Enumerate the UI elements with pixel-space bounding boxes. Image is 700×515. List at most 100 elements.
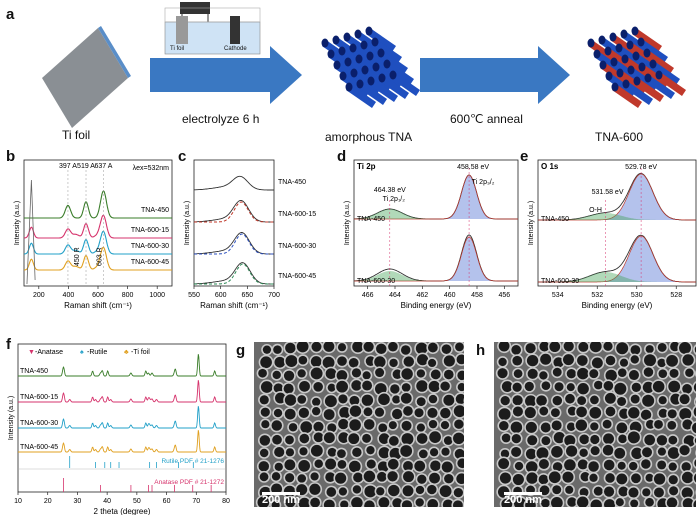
nanotube-pore [566,422,576,432]
nanotube-pore [631,473,641,484]
xrd-series-line [18,406,226,429]
nanotube-pore [549,342,561,353]
nanotube-pore [285,342,296,354]
nanotube-pore [591,357,603,369]
series-label: TNA-450 [141,207,169,214]
nanotube [627,42,657,66]
nanotube-pore [603,342,613,351]
nanotube-pore [589,473,598,482]
nanotube-pore [348,357,359,368]
nanotube-pore [439,485,452,498]
nanotube [361,42,391,66]
nanotube-pore [616,342,629,355]
nanotube [588,40,618,64]
nanotube [634,78,664,102]
nanotube-pore [310,444,323,457]
nanotube [639,64,669,88]
nanotube-pore [501,381,513,392]
nanotube-pore [387,458,399,470]
nanotube-pore [352,342,364,353]
nanotube [368,78,398,102]
x-tick-label: 600 [215,292,227,299]
nanotube-pore [259,448,269,458]
nanotube-pore [501,433,511,443]
nanotube-pore [603,459,615,471]
plot-frame [193,159,275,287]
nanotube-end [378,73,386,83]
nanotube-pore [617,368,627,377]
nanotube-pore [310,367,323,380]
nanotube-pore [312,397,321,407]
nanotube-pore [351,497,363,507]
nanotube-pore [456,354,464,365]
nanotube [644,50,674,74]
nanotube [611,59,641,83]
nanotube-pore [512,382,522,392]
nanotube-pore [501,498,513,507]
nanotube-pore [540,353,552,365]
nanotube-pore [617,461,626,470]
peak-annotation: 603 R [96,247,103,266]
nanotube-pore [618,434,627,444]
series-label: TNA-600-45 [131,259,169,266]
nanotube-pore [694,346,696,353]
x-tick-label: 600 [92,292,104,299]
nanotube-pore [499,420,509,431]
series-label: TNA-600-15 [278,211,316,218]
nanotube-pore [512,474,524,486]
nanotube-pore [498,357,507,367]
nanotube-pore [296,342,309,353]
nanotube [638,39,668,63]
nanotube [333,37,363,61]
nanotube [594,51,624,75]
x-axis-label: 2 theta (degree) [94,507,151,515]
nanotube-pore [618,486,629,497]
nanotube-wall [694,370,696,378]
nanotube-pore [259,472,269,482]
nanotube-pore [457,383,464,392]
nanotube-pore [271,420,283,431]
nanotube-pore [283,370,295,381]
x-axis-label: Binding energy (eV) [582,301,653,310]
nanotube-pore [525,421,537,433]
nanotube-pore [642,488,651,497]
x-tick-label: 534 [552,292,564,299]
nanotube-pore [298,407,310,419]
nanotube-pore [627,431,640,444]
nanotube-end [339,71,347,81]
nanotube-pore [630,345,641,355]
nanotube [622,56,652,80]
nanotube-pore [271,501,280,507]
nanotube-pore [510,421,523,434]
nanotube-pore [430,369,441,380]
nanotube [650,61,680,85]
fit-peak-32 [354,236,518,282]
x-tick-label: 40 [103,498,111,505]
xps-o-chart: 534 532 530 528 Binding energy (eV) Intensity… [528,159,697,310]
nanotube-pore [577,459,588,470]
nanotube-pore [364,500,375,507]
nanotube-pore [314,459,323,468]
nanotube [344,34,374,58]
nanotube-pore [525,499,536,507]
nanotube-pore [362,371,371,380]
nanotube-pore [274,356,286,368]
x-tick-label: 200 [33,292,45,299]
legend-entry: -Rutile [87,349,107,356]
nanotube-pore [682,354,694,366]
nanotube-pore [644,354,656,367]
nanotube-end [343,32,351,42]
nanotube-pore [273,383,284,393]
nanotube-pore [363,470,376,483]
series-label: TNA-600-30 [541,278,579,285]
nanotube-end [377,48,385,58]
peak-name: O-H [589,207,602,214]
nanotube-pore [325,458,337,470]
nanotube-pore [576,406,587,418]
fit-peak-32 [354,174,518,220]
nanotube-pore [257,496,270,507]
nanotube-pore [657,343,667,352]
nanotube [322,40,352,64]
nanotube-pore [353,472,363,483]
nanotube-pore [349,419,361,431]
